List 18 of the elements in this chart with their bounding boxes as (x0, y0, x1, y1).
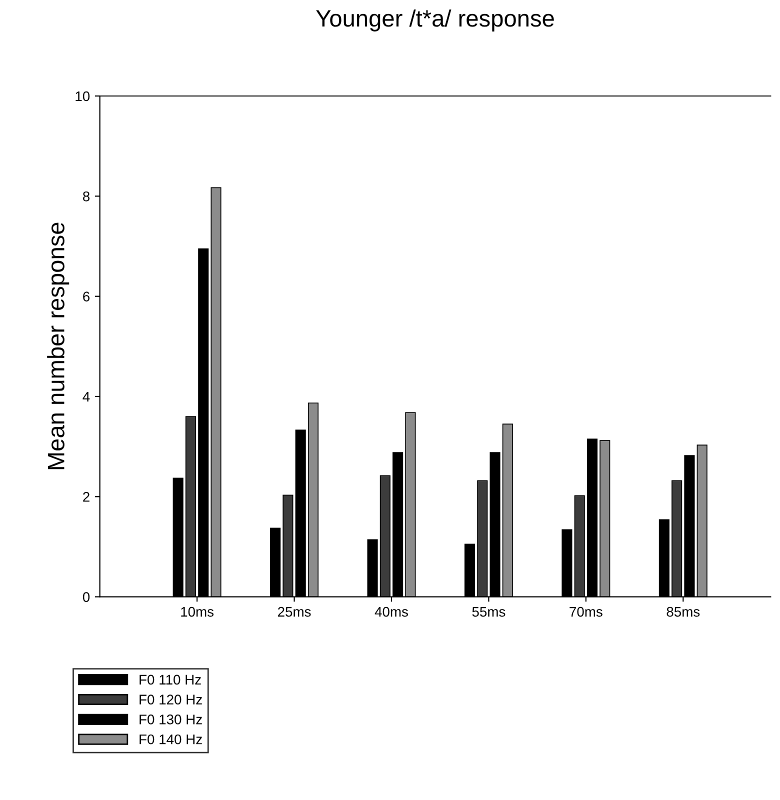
x-tick-label: 40ms (374, 606, 408, 617)
chart-title: Younger /t*a/ response (316, 9, 554, 32)
y-tick-label: 0 (82, 592, 90, 602)
y-axis-title: Mean number response (47, 222, 70, 470)
x-tick-label: 55ms (472, 607, 506, 617)
x-tick-label: 85ms (666, 606, 700, 617)
x-tick-label: 10ms (181, 606, 214, 617)
legend-label: F0 130 Hz (140, 714, 202, 724)
legend-label: F0 110 Hz (140, 674, 201, 685)
x-tick-label: 70ms (570, 606, 602, 617)
y-tick-label: 2 (83, 492, 90, 502)
legend-label: F0 120 Hz (140, 694, 202, 704)
y-tick-label: 4 (82, 392, 90, 402)
y-tick-label: 6 (83, 292, 90, 302)
y-tick-label: 8 (83, 191, 90, 202)
y-tick-label: 10 (76, 91, 90, 102)
x-tick-label: 25ms (278, 606, 311, 617)
legend-label: F0 140 Hz (140, 734, 202, 744)
